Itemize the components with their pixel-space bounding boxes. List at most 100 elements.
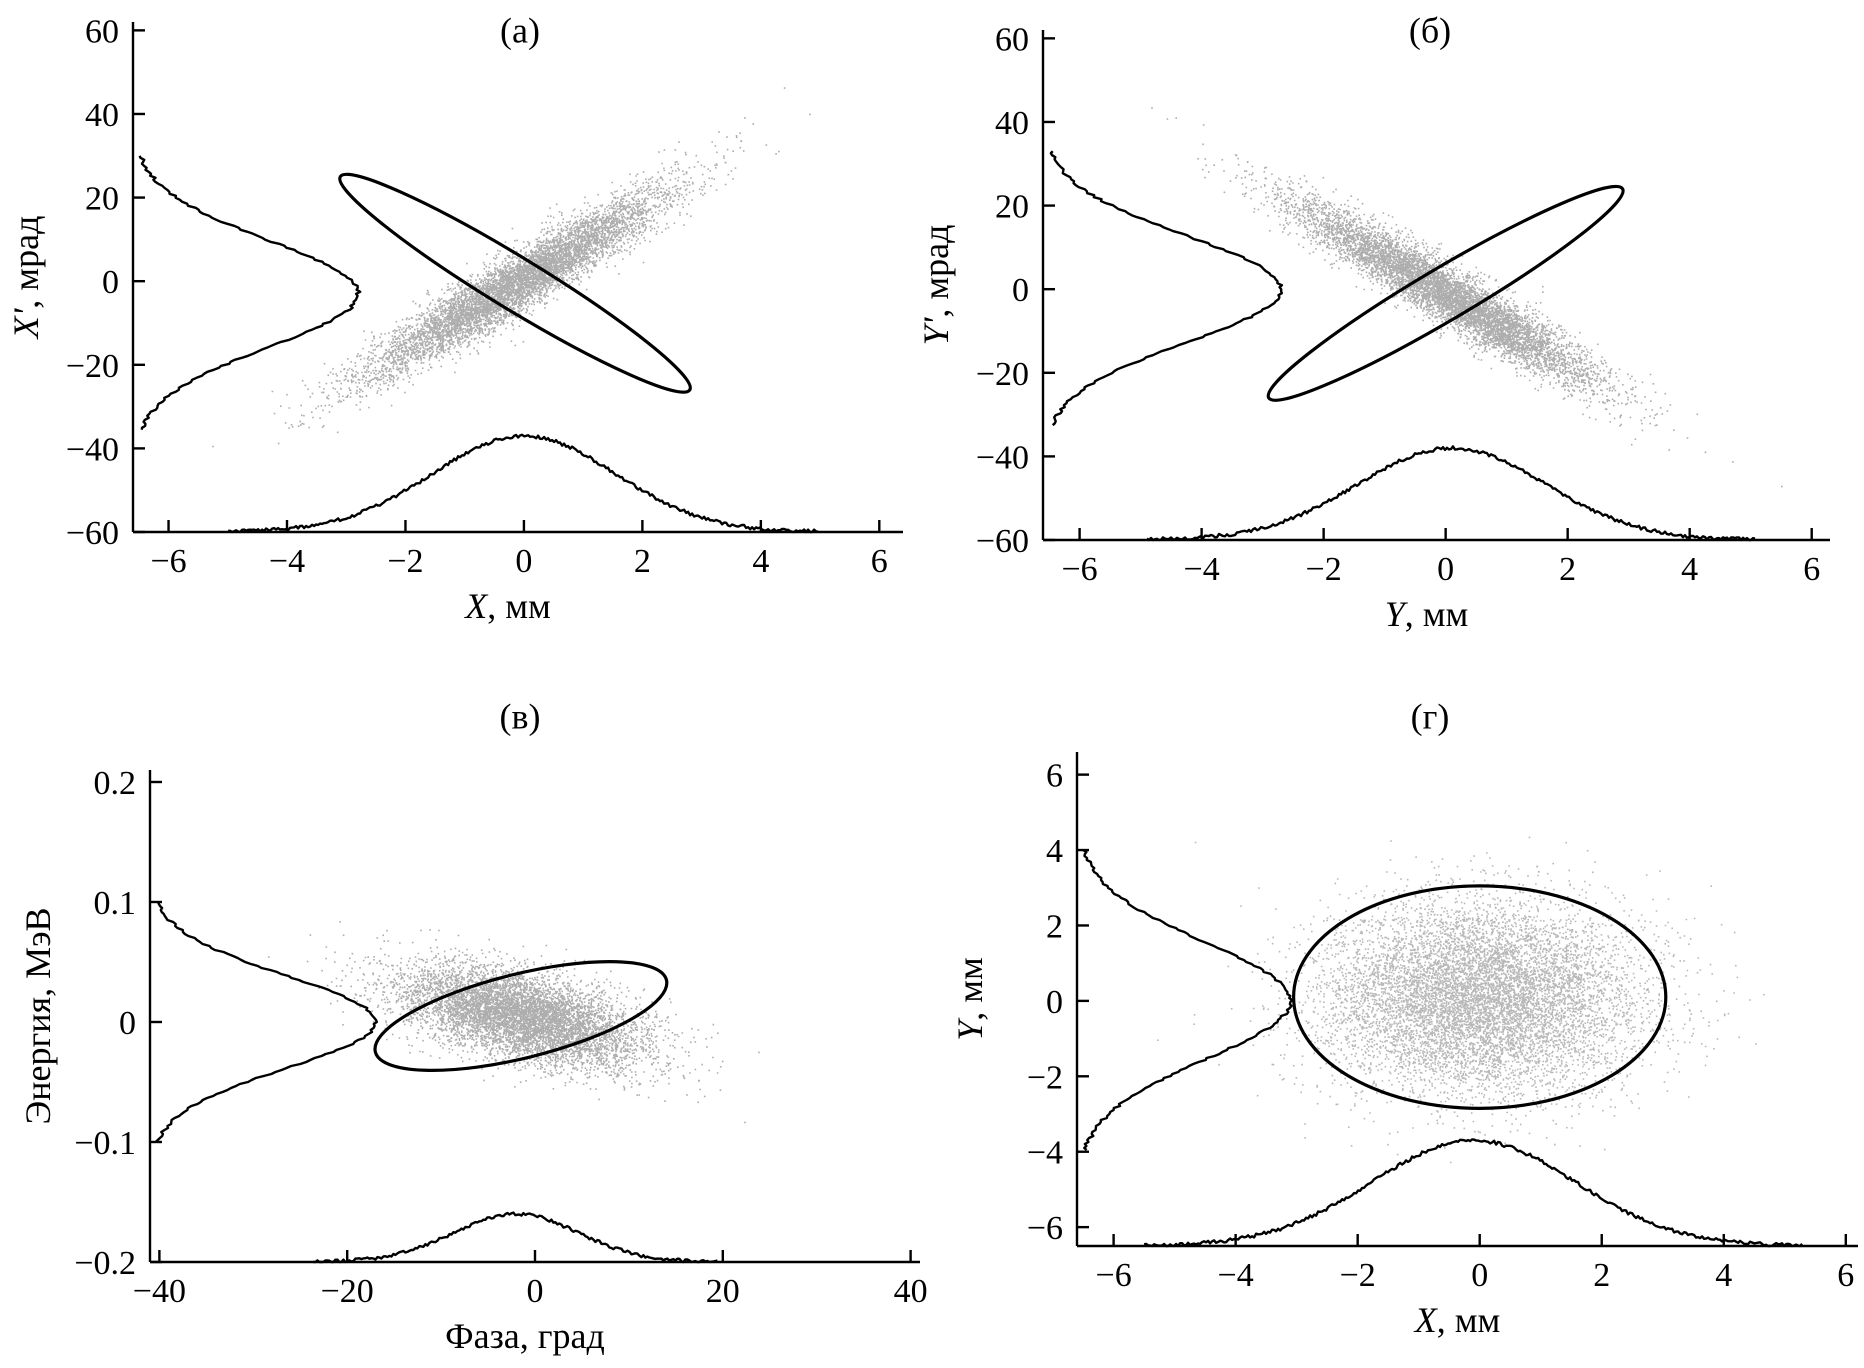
x-tick-label: 40 [894,1273,928,1310]
horizontal-profile [1143,1138,1803,1248]
emittance-ellipse [1292,884,1668,1110]
x-axis-variable: Y [1385,594,1409,634]
y-tick-label: −0.2 [74,1245,136,1282]
y-tick-label: 60 [995,21,1029,58]
particle-cloud [268,921,760,1124]
x-axis-unit: , мм [487,586,551,626]
x-tick-label: −6 [1096,1257,1132,1294]
y-tick-label: 20 [85,181,119,218]
x-tick-label: −40 [133,1273,186,1310]
x-tick-label: −2 [1340,1257,1376,1294]
x-tick-label: −2 [387,543,423,580]
x-tick-label: 0 [515,543,532,580]
emittance-ellipse [338,172,692,394]
panel-c: (в) −40 −20 0 20 40 −0.2 −0.1 0 0.1 0.2 Фаза, град Э… [18,696,928,1356]
emittance-ellipse [373,960,669,1072]
y-tick-label: 60 [85,13,119,50]
x-tick-label: 2 [1559,551,1576,588]
y-axis-label: X', мрад [6,216,46,341]
y-tick-label: 0.1 [94,885,137,922]
emittance-ellipse [1266,184,1625,402]
x-tick-label: 6 [1837,1257,1854,1294]
x-tick-label: 0 [527,1273,544,1310]
y-axis-unit: , мрад [6,216,46,309]
vertical-profile [1082,848,1294,1151]
x-axis-unit: Фаза, град [445,1316,605,1356]
y-tick-label: 0 [102,264,119,301]
panel-label: (a) [500,10,540,50]
y-tick-label: 6 [1046,758,1063,795]
y-tick-label: −4 [1027,1135,1063,1172]
horizontal-profile [1146,445,1756,542]
x-axis-label: X, мм [1413,1300,1501,1340]
y-tick-label: −20 [976,356,1029,393]
x-tick-label: 2 [1593,1257,1610,1294]
y-axis-label: Y', мрад [916,225,956,346]
y-axis-unit: , мрад [916,225,956,318]
y-axis-variable: Y' [916,316,956,345]
x-tick-label: 6 [871,543,888,580]
y-tick-label: 0 [1012,272,1029,309]
x-tick-label: −4 [1218,1257,1254,1294]
x-tick-label: −20 [321,1273,374,1310]
x-tick-label: −6 [150,543,186,580]
horizontal-profile [313,1211,718,1264]
x-axis-unit: , мм [1437,1300,1501,1340]
y-axis-variable: X' [6,307,46,340]
x-axis-label: X, мм [463,586,551,626]
y-tick-label: −20 [66,348,119,385]
x-tick-label: 0 [1471,1257,1488,1294]
panel-label: (г) [1411,696,1450,736]
x-tick-label: −6 [1062,551,1098,588]
y-tick-label: 0 [119,1005,136,1042]
y-axis-label: Y, мм [950,957,990,1041]
y-axis-unit: , мм [950,957,990,1021]
x-tick-label: −4 [1184,551,1220,588]
y-tick-label: 2 [1046,908,1063,945]
y-tick-label: 0.2 [94,765,137,802]
y-tick-label: −2 [1027,1059,1063,1096]
y-tick-label: 0 [1046,984,1063,1021]
particle-points [212,87,811,448]
x-tick-label: 2 [634,543,651,580]
y-tick-label: −6 [1027,1210,1063,1247]
x-tick-label: 4 [1715,1257,1732,1294]
vertical-profile [138,155,362,430]
x-tick-label: 0 [1437,551,1454,588]
x-tick-label: 4 [752,543,769,580]
y-tick-label: −60 [66,515,119,552]
y-axis-label: Энергия, МэВ [18,907,58,1124]
particle-points [268,921,760,1124]
particle-cloud [1151,107,1783,488]
x-axis-variable: X [463,586,489,626]
x-axis-unit: , мм [1405,594,1469,634]
x-tick-label: 6 [1803,551,1820,588]
y-tick-label: −40 [66,431,119,468]
horizontal-profile [228,433,819,534]
x-tick-label: 20 [706,1273,740,1310]
x-tick-label: −2 [1306,551,1342,588]
x-axis-label: Фаза, град [445,1316,605,1356]
particle-cloud [212,87,811,448]
y-axis-variable: Y [950,1017,990,1041]
panel-label: (б) [1409,10,1451,50]
vertical-profile [154,901,378,1143]
x-tick-label: 4 [1681,551,1698,588]
x-axis-label: Y, мм [1385,594,1469,634]
y-tick-label: 4 [1046,833,1063,870]
x-tick-label: −4 [269,543,305,580]
y-tick-label: −40 [976,439,1029,476]
vertical-profile [1049,150,1284,427]
x-axis-variable: X [1413,1300,1439,1340]
y-tick-label: −60 [976,523,1029,560]
y-tick-label: 40 [85,97,119,134]
y-tick-label: 40 [995,105,1029,142]
y-axis-unit: Энергия, МэВ [18,907,58,1124]
particle-points [1151,107,1783,488]
y-tick-label: −0.1 [74,1125,136,1162]
panel-label: (в) [500,696,541,736]
